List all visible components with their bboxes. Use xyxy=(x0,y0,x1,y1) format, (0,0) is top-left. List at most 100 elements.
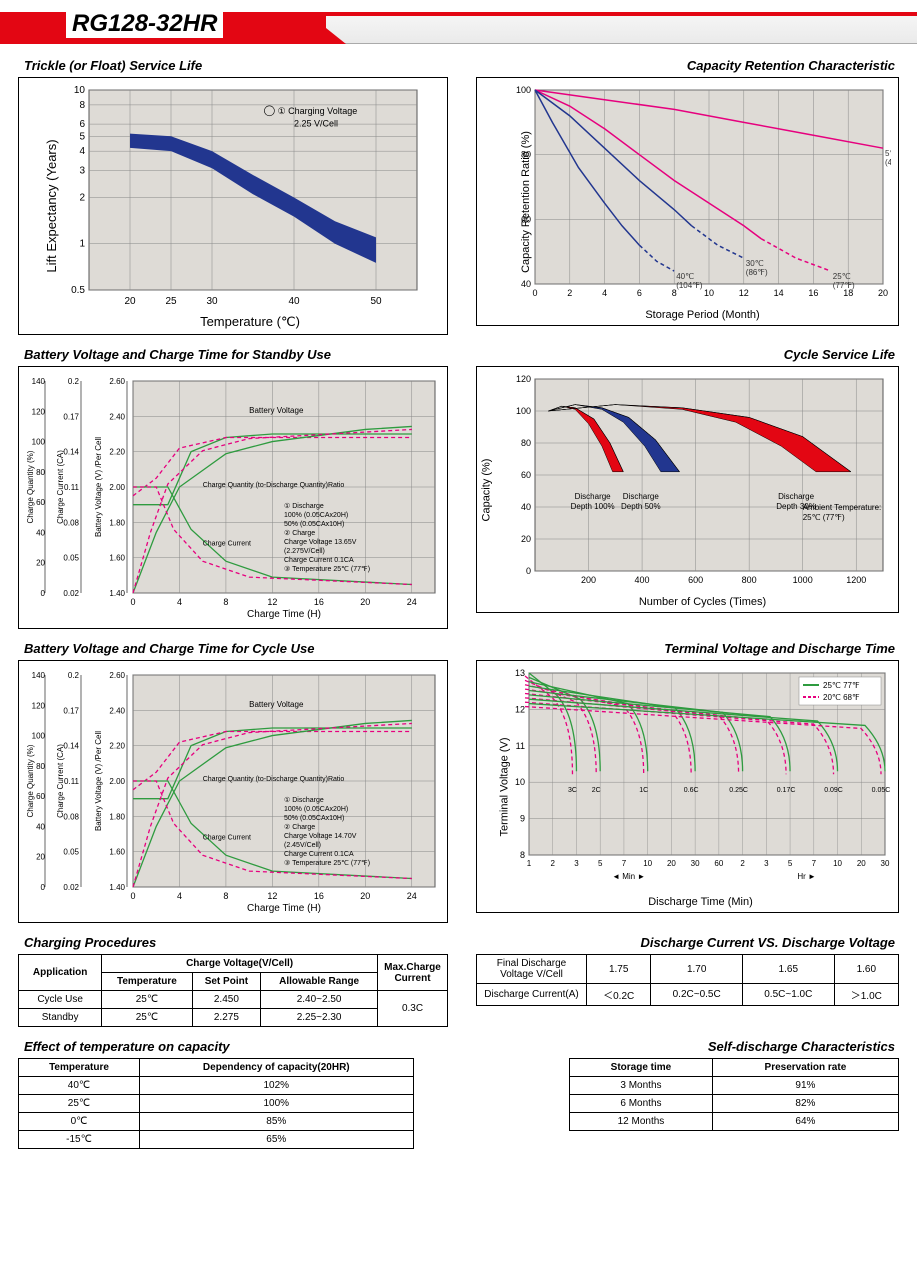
svg-text:50: 50 xyxy=(370,296,382,307)
dcv-v2: 1.65 xyxy=(742,955,834,984)
svg-text:1.80: 1.80 xyxy=(109,812,125,821)
table-row: 25℃100% xyxy=(19,1095,414,1113)
svg-text:5: 5 xyxy=(788,859,793,868)
table-row: Discharge Current(A) ＜0.2C 0.2C~0.5C 0.5… xyxy=(477,984,899,1006)
cp-sp-0: 2.450 xyxy=(192,991,261,1009)
svg-text:2C: 2C xyxy=(592,787,601,794)
svg-text:14: 14 xyxy=(774,288,784,298)
svg-text:30: 30 xyxy=(691,859,700,868)
svg-text:Charge Current: Charge Current xyxy=(203,540,251,547)
svg-text:(104℉): (104℉) xyxy=(676,281,703,290)
svg-text:② Charge: ② Charge xyxy=(284,529,315,537)
svg-text:0.5: 0.5 xyxy=(71,285,85,296)
svg-text:0.09C: 0.09C xyxy=(824,787,843,794)
svg-text:Depth 100%: Depth 100% xyxy=(571,502,615,511)
svg-text:3: 3 xyxy=(764,859,769,868)
svg-text:Discharge: Discharge xyxy=(623,492,660,501)
svg-text:3: 3 xyxy=(574,859,579,868)
svg-text:60: 60 xyxy=(36,498,45,507)
sd-r11: 82% xyxy=(712,1095,898,1113)
svg-text:4: 4 xyxy=(602,288,607,298)
svg-text:4: 4 xyxy=(177,597,182,607)
table-row: Final Discharge Voltage V/Cell 1.75 1.70… xyxy=(477,955,899,984)
tempeffect-title: Effect of temperature on capacity xyxy=(24,1039,448,1054)
svg-text:Ambient Temperature:: Ambient Temperature: xyxy=(803,503,882,512)
svg-text:60: 60 xyxy=(36,792,45,801)
table-row: -15℃65% xyxy=(19,1131,414,1149)
svg-text:400: 400 xyxy=(635,575,650,585)
svg-text:① Discharge: ① Discharge xyxy=(284,502,324,510)
svg-text:0.05: 0.05 xyxy=(63,848,79,857)
svg-text:20: 20 xyxy=(667,859,676,868)
svg-text:③ Temperature 25℃ (77℉): ③ Temperature 25℃ (77℉) xyxy=(284,859,370,867)
svg-text:Charge Current (CA): Charge Current (CA) xyxy=(56,450,65,524)
header-red-block xyxy=(0,12,56,44)
cyclelife-title: Cycle Service Life xyxy=(482,347,895,362)
retention-chart: Capacity Retention Ratio (%) 02468101214… xyxy=(476,77,899,326)
svg-text:100% (0.05CAx20H): 100% (0.05CAx20H) xyxy=(284,512,348,519)
svg-text:1: 1 xyxy=(527,859,532,868)
svg-text:③ Temperature 25℃ (77℉): ③ Temperature 25℃ (77℉) xyxy=(284,565,370,573)
dcv-title: Discharge Current VS. Discharge Voltage xyxy=(482,935,895,950)
svg-text:40: 40 xyxy=(36,528,45,537)
retention-plot: 024681012141618204060801005℃(41℉)25℃(77℉… xyxy=(511,82,891,304)
svg-text:① Charging Voltage: ① Charging Voltage xyxy=(278,106,358,116)
svg-text:60: 60 xyxy=(714,859,723,868)
svg-text:0.11: 0.11 xyxy=(64,483,80,492)
svg-text:0.6C: 0.6C xyxy=(684,787,699,794)
svg-text:Charge Current 0.1CA: Charge Current 0.1CA xyxy=(284,557,354,564)
svg-text:0: 0 xyxy=(130,891,135,901)
svg-text:0.17: 0.17 xyxy=(63,706,79,715)
svg-text:20℃ 68℉: 20℃ 68℉ xyxy=(823,693,860,702)
cycleuse-title: Battery Voltage and Charge Time for Cycl… xyxy=(24,641,448,656)
table-row: 40℃102% xyxy=(19,1077,414,1095)
svg-text:100% (0.05CAx20H): 100% (0.05CAx20H) xyxy=(284,806,348,813)
sd-r20: 12 Months xyxy=(570,1113,713,1131)
svg-text:(77℉): (77℉) xyxy=(833,281,855,290)
svg-text:0.2: 0.2 xyxy=(68,377,80,386)
svg-text:80: 80 xyxy=(36,762,45,771)
svg-text:20: 20 xyxy=(521,534,531,544)
svg-text:50% (0.05CAx10H): 50% (0.05CAx10H) xyxy=(284,815,344,822)
retention-title: Capacity Retention Characteristic xyxy=(482,58,895,73)
svg-text:140: 140 xyxy=(32,671,46,680)
svg-text:5℃: 5℃ xyxy=(885,149,891,158)
svg-text:20: 20 xyxy=(124,296,136,307)
svg-text:600: 600 xyxy=(688,575,703,585)
sd-r00: 3 Months xyxy=(570,1077,713,1095)
self-discharge-table: Storage timePreservation rate 3 Months91… xyxy=(569,1058,899,1131)
svg-text:25℃: 25℃ xyxy=(833,272,851,281)
svg-text:2.20: 2.20 xyxy=(109,742,125,751)
model-number: RG128-32HR xyxy=(66,10,223,38)
svg-text:20: 20 xyxy=(360,891,370,901)
cp-app-1: Standby xyxy=(19,1009,102,1027)
dcv-a3: ＞1.0C xyxy=(834,984,898,1006)
svg-text:3: 3 xyxy=(79,165,85,176)
svg-text:30: 30 xyxy=(881,859,890,868)
svg-text:1.80: 1.80 xyxy=(109,518,125,527)
svg-text:◄ Min ►: ◄ Min ► xyxy=(612,872,645,881)
svg-text:3C: 3C xyxy=(568,787,577,794)
te-r01: 102% xyxy=(139,1077,413,1095)
svg-text:1.40: 1.40 xyxy=(109,589,125,598)
svg-text:7: 7 xyxy=(622,859,627,868)
svg-text:0.05C: 0.05C xyxy=(872,787,891,794)
cyclelife-ylabel: Capacity (%) xyxy=(480,458,492,521)
svg-text:2: 2 xyxy=(551,859,556,868)
svg-text:20: 20 xyxy=(857,859,866,868)
te-r00: 40℃ xyxy=(19,1077,140,1095)
svg-text:25: 25 xyxy=(165,296,177,307)
cp-sp-1: 2.275 xyxy=(192,1009,261,1027)
svg-text:7: 7 xyxy=(812,859,817,868)
table-row: 0℃85% xyxy=(19,1113,414,1131)
svg-text:Battery Voltage: Battery Voltage xyxy=(249,700,304,709)
dcv-h2: Discharge Current(A) xyxy=(477,984,587,1006)
svg-text:(86℉): (86℉) xyxy=(746,268,768,277)
svg-text:Hr ►: Hr ► xyxy=(797,872,816,881)
table-row: 6 Months82% xyxy=(570,1095,899,1113)
th-temperature: Temperature xyxy=(102,973,192,991)
svg-text:8: 8 xyxy=(79,100,85,111)
chargeproc-title: Charging Procedures xyxy=(24,935,448,950)
svg-text:4: 4 xyxy=(79,146,85,157)
th-maxcharge: Max.Charge Current xyxy=(378,955,448,991)
